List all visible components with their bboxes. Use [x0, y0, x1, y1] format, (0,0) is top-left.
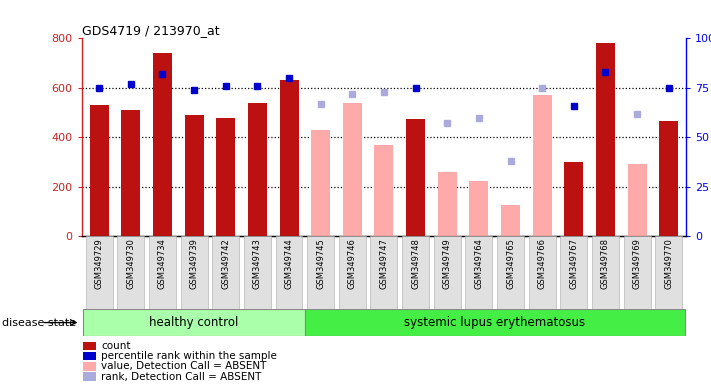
Bar	[565, 162, 583, 236]
Bar	[529, 236, 555, 309]
Text: GSM349747: GSM349747	[380, 238, 388, 289]
Bar	[656, 236, 682, 309]
Bar	[185, 115, 203, 236]
Text: GSM349739: GSM349739	[190, 238, 198, 289]
Text: GSM349742: GSM349742	[221, 238, 230, 289]
Text: value, Detection Call = ABSENT: value, Detection Call = ABSENT	[101, 361, 267, 371]
Text: GSM349748: GSM349748	[411, 238, 420, 289]
Bar	[592, 236, 619, 309]
Text: GSM349749: GSM349749	[443, 238, 451, 289]
Bar	[501, 205, 520, 236]
Bar	[83, 362, 96, 371]
Text: rank, Detection Call = ABSENT: rank, Detection Call = ABSENT	[101, 372, 262, 382]
Text: systemic lupus erythematosus: systemic lupus erythematosus	[404, 316, 585, 329]
Bar	[244, 236, 271, 309]
Bar	[466, 236, 492, 309]
Text: GDS4719 / 213970_at: GDS4719 / 213970_at	[82, 24, 220, 37]
Text: GSM349743: GSM349743	[253, 238, 262, 289]
Text: GSM349734: GSM349734	[158, 238, 167, 289]
Text: GSM349744: GSM349744	[284, 238, 294, 289]
Text: GSM349767: GSM349767	[570, 238, 578, 290]
Bar	[305, 309, 685, 336]
Text: percentile rank within the sample: percentile rank within the sample	[101, 351, 277, 361]
Text: count: count	[101, 341, 131, 351]
Bar	[624, 236, 651, 309]
Bar	[375, 145, 393, 236]
Bar	[307, 236, 334, 309]
Bar	[83, 309, 305, 336]
Bar	[339, 236, 365, 309]
Text: disease state: disease state	[2, 318, 76, 328]
Bar	[533, 95, 552, 236]
Text: GSM349730: GSM349730	[127, 238, 135, 289]
Bar	[434, 236, 461, 309]
Text: healthy control: healthy control	[149, 316, 239, 329]
Bar	[90, 105, 109, 236]
Bar	[86, 236, 112, 309]
Bar	[216, 118, 235, 236]
Bar	[153, 53, 172, 236]
Bar	[279, 80, 299, 236]
Bar	[659, 121, 678, 236]
Text: GSM349770: GSM349770	[664, 238, 673, 289]
Bar	[469, 180, 488, 236]
Text: GSM349766: GSM349766	[538, 238, 547, 290]
Bar	[560, 236, 587, 309]
Text: GSM349745: GSM349745	[316, 238, 325, 289]
Text: GSM349764: GSM349764	[474, 238, 483, 289]
Bar	[402, 236, 429, 309]
Bar	[248, 103, 267, 236]
Text: GSM349769: GSM349769	[633, 238, 641, 289]
Bar	[117, 236, 144, 309]
Bar	[311, 130, 330, 236]
Bar	[83, 372, 96, 381]
Bar	[83, 342, 96, 350]
Bar	[276, 236, 302, 309]
Text: GSM349768: GSM349768	[601, 238, 610, 290]
Bar	[181, 236, 208, 309]
Bar	[213, 236, 239, 309]
Bar	[370, 236, 397, 309]
Text: GSM349729: GSM349729	[95, 238, 104, 289]
Text: GSM349765: GSM349765	[506, 238, 515, 289]
Bar	[343, 103, 362, 236]
Bar	[149, 236, 176, 309]
Bar	[596, 43, 615, 236]
Bar	[122, 110, 140, 236]
Text: GSM349746: GSM349746	[348, 238, 357, 289]
Bar	[83, 352, 96, 361]
Bar	[438, 172, 456, 236]
Bar	[497, 236, 524, 309]
Bar	[406, 119, 425, 236]
Bar	[628, 164, 646, 236]
